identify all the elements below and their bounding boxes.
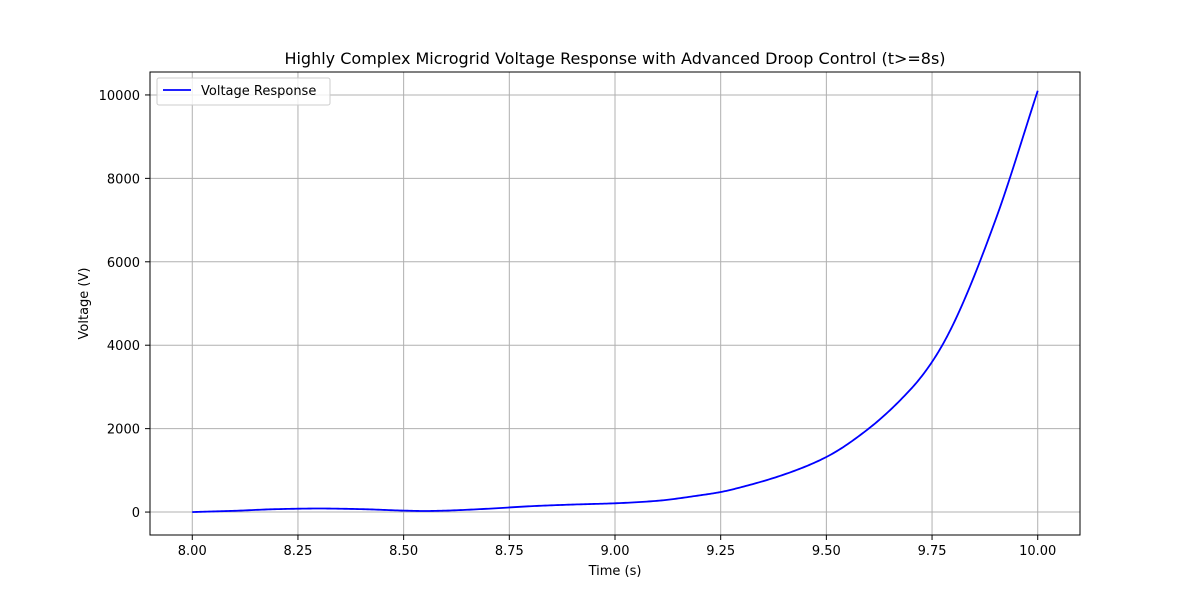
x-tick-label: 9.75 (918, 544, 947, 559)
chart-title: Highly Complex Microgrid Voltage Respons… (284, 49, 945, 68)
x-tick-label: 9.50 (812, 544, 841, 559)
y-tick-label: 4000 (107, 339, 140, 354)
legend-label-voltage-response: Voltage Response (201, 84, 316, 99)
y-axis-label: Voltage (V) (77, 268, 92, 340)
x-tick-label: 8.75 (495, 544, 524, 559)
y-tick-label: 0 (132, 506, 140, 521)
series-line-voltage-response (192, 90, 1039, 513)
series-layer (192, 90, 1039, 513)
y-tick-label: 8000 (107, 172, 140, 187)
y-tick-label: 2000 (107, 423, 140, 438)
x-axis-label: Time (s) (588, 564, 642, 579)
grid-lines (150, 72, 1080, 535)
x-tick-label: 8.50 (389, 544, 418, 559)
x-tick-label: 10.00 (1019, 544, 1056, 559)
x-tick-label: 8.00 (178, 544, 207, 559)
x-tick-label: 9.00 (601, 544, 630, 559)
y-tick-label: 10000 (99, 89, 140, 104)
axis-ticks: 8.00 8.25 8.50 8.75 9.00 9.25 9.50 9.75 10.00 0 20… (99, 89, 1057, 559)
x-tick-label: 8.25 (283, 544, 312, 559)
legend-box (156, 77, 331, 106)
y-tick-label: 6000 (107, 256, 140, 271)
legend: Voltage Response (156, 77, 331, 106)
x-tick-label: 9.25 (706, 544, 735, 559)
